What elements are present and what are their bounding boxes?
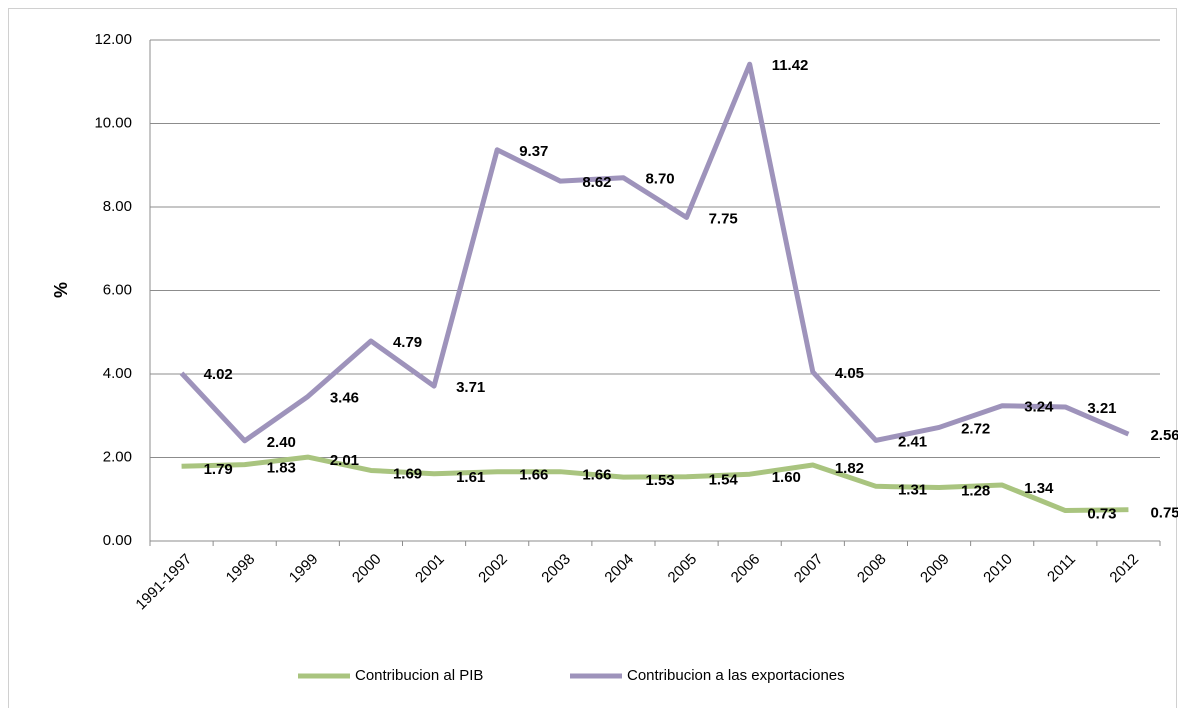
line-series — [179, 61, 1130, 444]
data-label: 2.72 — [961, 420, 990, 437]
x-tick-label: 2009 — [917, 551, 953, 587]
data-label: 1.82 — [835, 460, 864, 477]
data-label: 3.21 — [1087, 400, 1116, 417]
data-label: 3.71 — [456, 379, 485, 396]
y-tick-label: 2.00 — [103, 448, 132, 465]
x-tick-label: 2012 — [1106, 551, 1142, 587]
legend-label: Contribucion a las exportaciones — [627, 667, 845, 684]
data-label: 7.75 — [709, 210, 738, 227]
data-label: 1.66 — [582, 467, 611, 484]
x-tick-label: 1999 — [286, 551, 322, 587]
y-axis-label: % — [51, 282, 71, 298]
y-tick-label: 6.00 — [103, 281, 132, 298]
data-label: 3.24 — [1024, 399, 1054, 416]
data-label: 2.40 — [267, 434, 296, 451]
data-label: 0.75 — [1150, 505, 1178, 522]
data-label: 1.61 — [456, 469, 485, 486]
y-tick-label: 0.00 — [103, 532, 132, 549]
data-label: 1.28 — [961, 483, 990, 500]
data-label: 9.37 — [519, 143, 548, 160]
data-label: 4.05 — [835, 365, 864, 382]
legend-label: Contribucion al PIB — [355, 667, 483, 684]
data-label: 2.41 — [898, 433, 927, 450]
x-tick-label: 2003 — [538, 551, 574, 587]
data-label: 1.34 — [1024, 480, 1054, 497]
data-label: 0.73 — [1087, 505, 1116, 522]
data-label: 1.83 — [267, 460, 296, 477]
x-tick-label: 2008 — [854, 551, 890, 587]
x-tick-label: 1991-1997 — [132, 551, 195, 614]
x-tick-label: 2001 — [412, 551, 448, 587]
data-label: 11.42 — [772, 57, 809, 74]
data-label: 1.66 — [519, 467, 548, 484]
x-tick-label: 2002 — [475, 551, 511, 587]
data-label: 1.60 — [772, 469, 801, 486]
data-label: 1.69 — [393, 465, 422, 482]
data-label: 1.54 — [709, 472, 739, 489]
y-tick-label: 10.00 — [94, 114, 132, 131]
data-label: 4.02 — [204, 366, 233, 383]
y-tick-label: 12.00 — [94, 31, 132, 48]
x-tick-label: 2007 — [791, 551, 827, 587]
x-tick-label: 1998 — [223, 551, 259, 587]
data-label: 3.46 — [330, 390, 359, 407]
data-label: 1.53 — [645, 472, 674, 489]
data-label: 2.56 — [1150, 427, 1178, 444]
y-tick-label: 8.00 — [103, 198, 132, 215]
x-tick-label: 2006 — [728, 551, 764, 587]
line-series — [181, 454, 1129, 514]
chart-border — [8, 8, 1177, 713]
data-label: 1.31 — [898, 481, 927, 498]
x-tick-label: 2005 — [665, 551, 701, 587]
data-label: 8.62 — [582, 174, 611, 191]
x-tick-label: 2004 — [601, 551, 637, 587]
data-label: 4.79 — [393, 334, 422, 351]
data-label: 8.70 — [645, 171, 674, 188]
x-tick-label: 2000 — [349, 551, 385, 587]
x-tick-label: 2010 — [980, 551, 1016, 587]
y-tick-label: 4.00 — [103, 365, 132, 382]
data-label: 2.01 — [330, 452, 359, 469]
data-label: 1.79 — [204, 461, 233, 478]
x-tick-label: 2011 — [1044, 551, 1079, 586]
